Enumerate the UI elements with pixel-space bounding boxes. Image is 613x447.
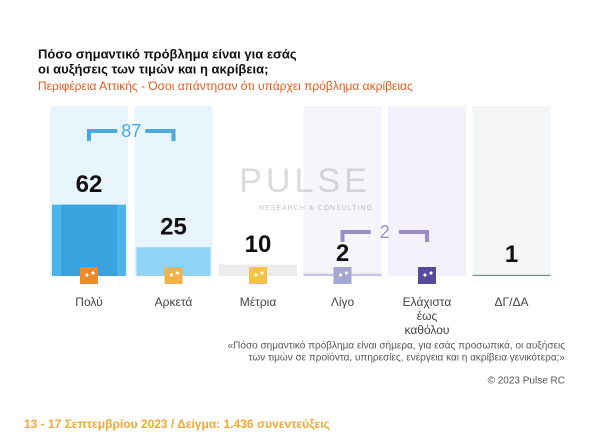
bar-highlight [61,204,117,276]
value-label: 1 [505,241,518,268]
note: των τιμών σε προϊόντα, υπηρεσίες, ενέργε… [249,352,566,364]
group-bracket [87,129,176,141]
icon-star [169,271,180,277]
icon [164,267,183,284]
icon-star [254,271,264,277]
copyright: © 2023 Pulse RC [488,376,565,387]
group-total: 87 [121,121,141,141]
icon [249,267,267,284]
category-label: Αρκετά [154,295,193,309]
watermark: PULSE [239,162,371,200]
footer: 13 - 17 Σεπτεμβρίου 2023 / Δείγμα: 1.436… [24,417,330,431]
bar [472,274,551,276]
icon [418,267,436,284]
group-total: 2 [380,222,390,242]
watermark: RESEARCH & CONSULTING [259,205,373,212]
icon [80,267,98,284]
category-label: Ελάχιστα έως καθόλου [402,295,452,337]
column-bg [303,106,382,276]
column-bg [472,106,551,276]
category-label: Πολύ [75,295,103,309]
category-label: Λίγο [330,295,355,309]
title-line: οι αυξήσεις των τιμών και η ακρίβεια; [38,61,268,76]
icon-star [423,271,433,277]
group-bracket [340,230,429,242]
icon [333,267,352,284]
category-label: ΔΓ/ΔΑ [494,295,529,309]
icon-star [85,271,95,277]
category-label: Μέτρια [239,295,277,309]
value-label: 62 [76,171,103,198]
column-bg [388,106,466,276]
value-label: 2 [336,240,349,267]
value-label: 25 [160,214,187,241]
note: «Πόσο σημαντικό πρόβλημα είναι σήμερα, γ… [228,340,566,352]
value-label: 10 [245,231,272,258]
subtitle: Περιφέρεια Αττικής - Όσοι απάντησαν ότι … [38,79,413,93]
icon-star [338,271,349,277]
column-bg [219,106,297,276]
title-line: Πόσο σημαντικό πρόβλημα είναι για εσάς [38,46,297,61]
